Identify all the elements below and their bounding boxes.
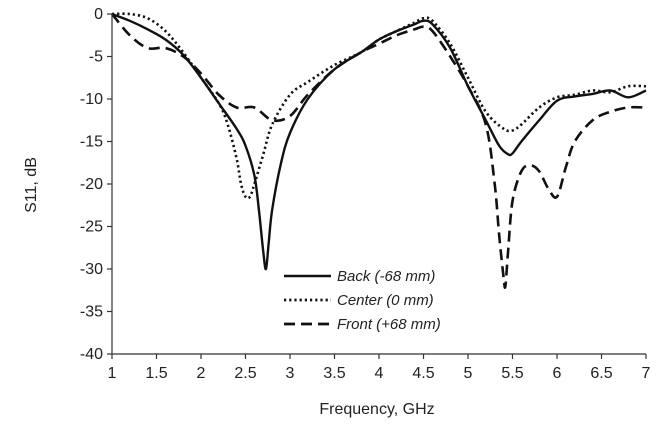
series-line-3: [110, 13, 647, 289]
y-tick-label: -30: [80, 261, 103, 278]
x-tick-label: 2: [197, 365, 206, 382]
legend-label-3: Front (+68 mm): [337, 316, 441, 333]
x-tick-label: 4: [375, 365, 384, 382]
x-tick-label: 1.5: [145, 365, 167, 382]
x-tick-label: 6.5: [590, 365, 612, 382]
x-tick-label: 7: [642, 365, 651, 382]
legend: Back (-68 mm) Center (0 mm) Front (+68 mm): [284, 268, 441, 333]
y-tick-label: -15: [80, 134, 103, 151]
x-ticks: 1 1.5 2 2.5 3 3.5 4 4.5 5 5.5 6 6.5 7: [108, 354, 651, 382]
y-tick-label: -35: [80, 304, 103, 321]
x-axis-title: Frequency, GHz: [319, 401, 434, 418]
legend-label-1: Back (-68 mm): [337, 268, 435, 285]
y-tick-label: -25: [80, 219, 103, 236]
series-line-1: [111, 12, 647, 271]
x-tick-label: 5: [464, 365, 473, 382]
legend-label-2: Center (0 mm): [337, 292, 434, 309]
y-axis-title: S11, dB: [23, 157, 40, 213]
x-tick-label: 3.5: [323, 365, 345, 382]
y-tick-label: -20: [80, 176, 103, 193]
series-layer: [110, 12, 647, 289]
x-tick-label: 2.5: [234, 365, 256, 382]
y-tick-label: -5: [89, 49, 103, 66]
x-tick-label: 1: [108, 365, 117, 382]
y-ticks: 0 -5 -10 -15 -20 -25 -30 -35 -40: [80, 6, 112, 363]
x-tick-label: 3: [286, 365, 295, 382]
x-tick-label: 4.5: [412, 365, 434, 382]
x-tick-label: 6: [553, 365, 562, 382]
y-tick-label: -10: [80, 91, 103, 108]
x-tick-label: 5.5: [501, 365, 523, 382]
y-tick-label: -40: [80, 346, 103, 363]
axes-layer: 0 -5 -10 -15 -20 -25 -30 -35 -40 1 1.5 2 2.5 3 3.5 4 4.…: [80, 6, 651, 382]
y-tick-label: 0: [94, 6, 103, 23]
